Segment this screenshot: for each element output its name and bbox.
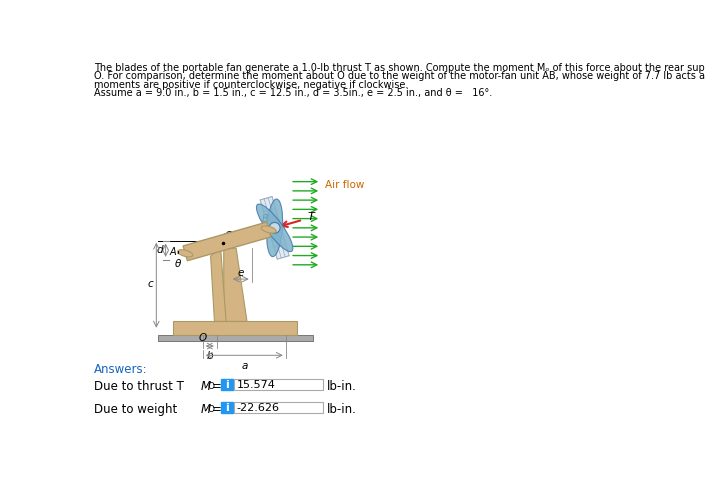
Text: e: e bbox=[238, 268, 244, 278]
Text: -22.626: -22.626 bbox=[237, 403, 280, 413]
Text: O: O bbox=[207, 405, 214, 414]
Text: i: i bbox=[226, 379, 229, 390]
Text: M: M bbox=[200, 380, 211, 393]
Text: moments are positive if counterclockwise, negative if clockwise.: moments are positive if counterclockwise… bbox=[94, 80, 409, 90]
Text: θ: θ bbox=[174, 259, 180, 269]
FancyBboxPatch shape bbox=[221, 379, 233, 390]
Polygon shape bbox=[223, 248, 247, 321]
Ellipse shape bbox=[178, 250, 192, 257]
Text: Air flow: Air flow bbox=[325, 181, 364, 191]
FancyBboxPatch shape bbox=[234, 402, 323, 413]
Circle shape bbox=[269, 223, 280, 233]
Text: O: O bbox=[199, 333, 207, 343]
Ellipse shape bbox=[261, 226, 276, 233]
Bar bbox=[223, 233, 236, 242]
Text: d: d bbox=[156, 245, 163, 255]
Text: =: = bbox=[212, 403, 221, 416]
Bar bbox=[173, 321, 298, 335]
Text: =: = bbox=[212, 380, 221, 393]
Bar bbox=[158, 335, 313, 341]
Text: lb-in.: lb-in. bbox=[327, 403, 357, 416]
Text: c: c bbox=[147, 279, 153, 289]
Text: Assume a = 9.0 in., b = 1.5 in., c = 12.5 in., d = 3.5in., e = 2.5 in., and θ = : Assume a = 9.0 in., b = 1.5 in., c = 12.… bbox=[94, 88, 493, 98]
Circle shape bbox=[224, 235, 235, 246]
Text: O: O bbox=[207, 382, 214, 391]
Text: A: A bbox=[169, 247, 176, 257]
Text: Due to thrust T: Due to thrust T bbox=[94, 380, 184, 393]
FancyBboxPatch shape bbox=[234, 379, 323, 390]
Text: G: G bbox=[224, 231, 232, 242]
Text: i: i bbox=[226, 403, 229, 413]
Ellipse shape bbox=[266, 199, 283, 257]
Text: lb-in.: lb-in. bbox=[327, 380, 357, 393]
Text: M: M bbox=[200, 403, 211, 416]
Text: O. For comparison, determine the moment about O due to the weight of the motor-f: O. For comparison, determine the moment … bbox=[94, 71, 705, 81]
Text: Due to weight: Due to weight bbox=[94, 403, 178, 416]
Polygon shape bbox=[183, 222, 271, 261]
Text: b: b bbox=[207, 351, 213, 362]
Text: B: B bbox=[262, 214, 269, 224]
Polygon shape bbox=[260, 197, 289, 259]
Text: a: a bbox=[241, 361, 247, 371]
Text: The blades of the portable fan generate a 1.0-lb thrust T as shown. Compute the : The blades of the portable fan generate … bbox=[94, 63, 705, 73]
Text: T: T bbox=[307, 212, 314, 223]
Text: 15.574: 15.574 bbox=[237, 379, 276, 390]
Polygon shape bbox=[211, 248, 226, 321]
Text: Answers:: Answers: bbox=[94, 363, 148, 376]
Ellipse shape bbox=[257, 204, 293, 252]
FancyBboxPatch shape bbox=[221, 402, 233, 413]
